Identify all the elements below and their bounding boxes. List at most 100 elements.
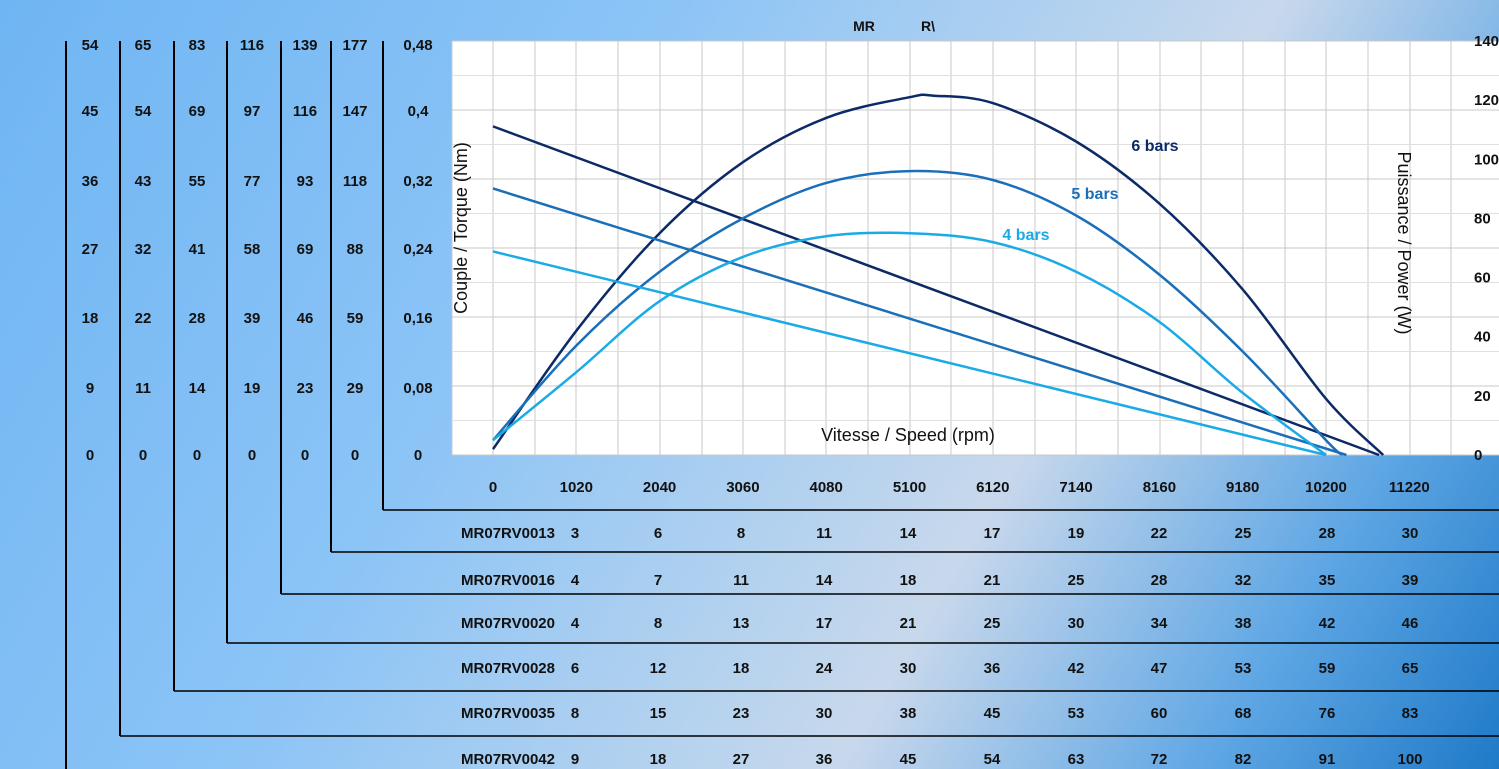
torque-column-value: 27 — [82, 241, 99, 258]
x-tick-label: 6120 — [976, 479, 1009, 496]
y-tick-label: 0,16 — [403, 310, 432, 327]
model-value: 72 — [1151, 751, 1168, 768]
model-value: 6 — [654, 525, 662, 542]
y-tick-label: 0,48 — [403, 37, 432, 54]
model-value: 63 — [1068, 751, 1085, 768]
torque-column-value: 116 — [240, 37, 264, 54]
torque-column-value: 93 — [297, 173, 314, 190]
model-value: 54 — [984, 751, 1001, 768]
torque-column-value: 97 — [244, 103, 261, 120]
model-value: 17 — [984, 525, 1001, 542]
series-label: 6 bars — [1131, 138, 1178, 155]
torque-column-value: 69 — [297, 241, 314, 258]
torque-column-value: 54 — [82, 37, 99, 54]
y2-tick-label: 100 — [1474, 151, 1499, 168]
torque-column-value: 54 — [135, 103, 152, 120]
model-value: 7 — [654, 572, 662, 589]
torque-column-value: 45 — [82, 103, 99, 120]
torque-column-value: 36 — [82, 173, 99, 190]
model-value: 18 — [900, 572, 917, 589]
y2-tick-label: 60 — [1474, 270, 1491, 287]
model-value: 9 — [571, 751, 579, 768]
model-value: 32 — [1235, 572, 1252, 589]
torque-line-0 — [492, 125, 1380, 457]
model-value: 13 — [733, 615, 750, 632]
model-value: 19 — [1068, 525, 1085, 542]
series-label: 4 bars — [1002, 227, 1049, 244]
x-tick-label: 2040 — [643, 479, 676, 496]
model-value: 100 — [1397, 751, 1422, 768]
model-name: MR07RV0042 — [461, 751, 555, 768]
x-tick-label: 3060 — [726, 479, 759, 496]
model-value: 65 — [1402, 660, 1419, 677]
torque-column-value: 23 — [297, 380, 314, 397]
model-name: MR07RV0035 — [461, 705, 555, 722]
model-name: MR07RV0016 — [461, 572, 555, 589]
x-tick-label: 7140 — [1059, 479, 1092, 496]
model-value: 53 — [1068, 705, 1085, 722]
torque-column-value: 41 — [189, 241, 206, 258]
torque-column-value: 18 — [82, 310, 99, 327]
torque-column-value: 58 — [244, 241, 261, 258]
model-name: MR07RV0020 — [461, 615, 555, 632]
power-curve-1 — [492, 169, 1344, 456]
y2-tick-label: 140 — [1474, 33, 1499, 50]
model-value: 6 — [571, 660, 579, 677]
model-value: 27 — [733, 751, 750, 768]
y-tick-label: 0,32 — [403, 173, 432, 190]
chart-title-part: R\ — [921, 18, 935, 34]
torque-column-value: 0 — [193, 447, 201, 464]
torque-column-value: 43 — [135, 173, 152, 190]
y-tick-label: 0,08 — [403, 380, 432, 397]
model-value: 25 — [1068, 572, 1085, 589]
y2-tick-label: 40 — [1474, 329, 1491, 346]
torque-column-value: 139 — [292, 37, 317, 54]
model-value: 23 — [733, 705, 750, 722]
model-value: 22 — [1151, 525, 1168, 542]
model-value: 3 — [571, 525, 579, 542]
power-curve-0 — [491, 93, 1385, 456]
torque-column-value: 11 — [135, 380, 151, 397]
model-value: 60 — [1151, 705, 1168, 722]
model-value: 30 — [1068, 615, 1085, 632]
torque-line-2 — [492, 250, 1327, 457]
labels-group: 0918273645540112232435465014284155698301… — [82, 18, 1499, 768]
model-value: 53 — [1235, 660, 1252, 677]
model-value: 18 — [733, 660, 750, 677]
model-value: 28 — [1319, 525, 1336, 542]
series-group — [491, 93, 1385, 457]
model-value: 24 — [816, 660, 833, 677]
x-tick-label: 5100 — [893, 479, 926, 496]
table-frame — [65, 41, 1499, 769]
model-value: 38 — [900, 705, 917, 722]
model-value: 11 — [816, 525, 832, 542]
grid — [451, 40, 1499, 456]
torque-column-value: 147 — [342, 103, 367, 120]
torque-column-value: 55 — [189, 173, 206, 190]
model-value: 76 — [1319, 705, 1336, 722]
torque-column-value: 0 — [139, 447, 147, 464]
model-value: 59 — [1319, 660, 1336, 677]
model-value: 68 — [1235, 705, 1252, 722]
model-value: 91 — [1319, 751, 1336, 768]
torque-column-value: 29 — [347, 380, 364, 397]
y2-tick-label: 0 — [1474, 447, 1482, 464]
torque-column-value: 83 — [189, 37, 206, 54]
model-value: 25 — [1235, 525, 1252, 542]
torque-column-value: 0 — [301, 447, 309, 464]
torque-column-value: 22 — [135, 310, 152, 327]
torque-column-value: 14 — [189, 380, 206, 397]
torque-column-value: 32 — [135, 241, 152, 258]
torque-column-value: 65 — [135, 37, 152, 54]
x-tick-label: 11220 — [1389, 479, 1430, 496]
x-tick-label: 4080 — [810, 479, 843, 496]
y2-tick-label: 120 — [1474, 92, 1499, 109]
model-name: MR07RV0013 — [461, 525, 555, 542]
torque-column-value: 39 — [244, 310, 261, 327]
torque-column-value: 0 — [86, 447, 94, 464]
chart-title-part: MR — [853, 18, 875, 34]
model-value: 28 — [1151, 572, 1168, 589]
model-value: 42 — [1068, 660, 1085, 677]
model-value: 38 — [1235, 615, 1252, 632]
